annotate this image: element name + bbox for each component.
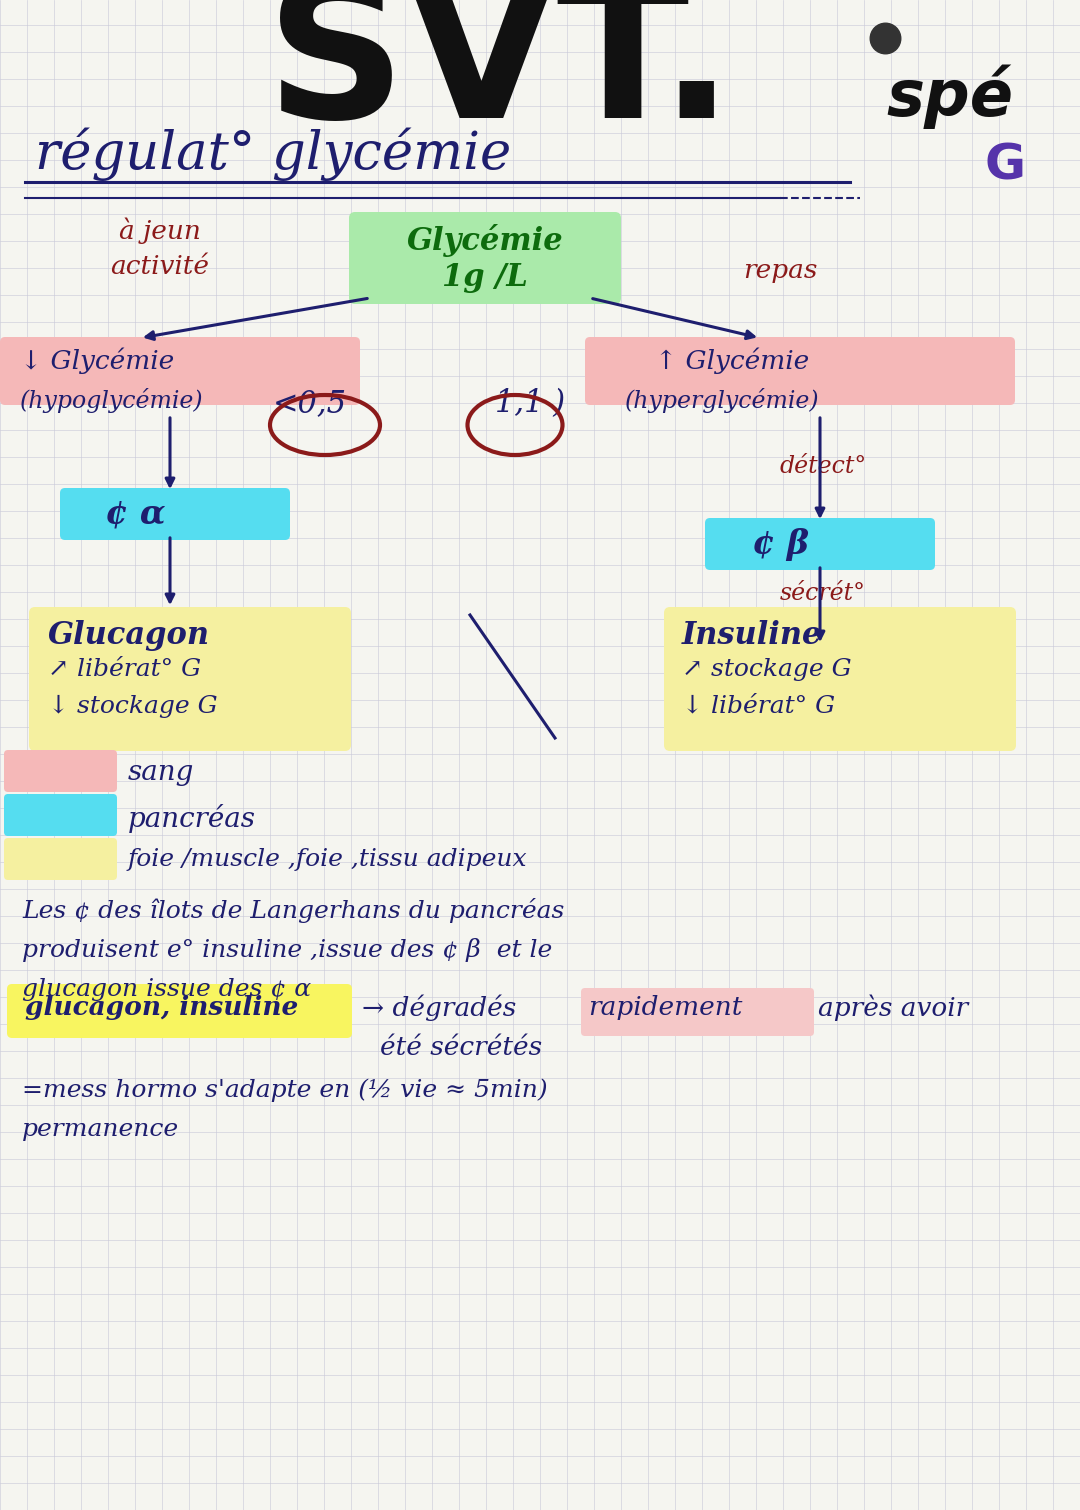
Text: G: G — [985, 142, 1026, 190]
Text: ¢ β: ¢ β — [752, 528, 809, 562]
Text: Glycémie: Glycémie — [407, 223, 564, 257]
Text: sang: sang — [129, 760, 194, 787]
FancyBboxPatch shape — [585, 337, 1015, 405]
Text: pancréas: pancréas — [129, 803, 256, 834]
Text: à jeun: à jeun — [119, 217, 201, 245]
Text: après avoir: après avoir — [818, 995, 969, 1021]
Text: SVT.: SVT. — [266, 0, 734, 159]
Text: permanence: permanence — [22, 1117, 179, 1142]
Text: Insuline: Insuline — [681, 621, 822, 651]
Text: été sécrétés: été sécrétés — [380, 1034, 542, 1060]
Text: Les ¢ des îlots de Langerhans du pancréas: Les ¢ des îlots de Langerhans du pancréa… — [22, 898, 565, 923]
Text: (hypoglycémie): (hypoglycémie) — [21, 388, 204, 414]
FancyBboxPatch shape — [6, 985, 352, 1037]
Text: ↑ Glycémie: ↑ Glycémie — [654, 347, 809, 374]
Text: =mess hormo s'adapte en (½ vie ≈ 5min): =mess hormo s'adapte en (½ vie ≈ 5min) — [22, 1078, 548, 1101]
Text: <0,5: <0,5 — [273, 388, 347, 418]
FancyBboxPatch shape — [29, 607, 351, 750]
Text: ↓ stockage G: ↓ stockage G — [48, 695, 218, 719]
Text: ↓ Glycémie: ↓ Glycémie — [21, 347, 174, 374]
FancyBboxPatch shape — [4, 838, 117, 880]
Text: glucagon, insuline: glucagon, insuline — [25, 995, 298, 1019]
FancyBboxPatch shape — [0, 337, 360, 405]
Text: Glucagon: Glucagon — [48, 621, 210, 651]
Text: repas: repas — [743, 258, 818, 282]
Text: 1g /L: 1g /L — [442, 263, 528, 293]
Text: produisent e° insuline ,issue des ¢ β  et le: produisent e° insuline ,issue des ¢ β et… — [22, 938, 552, 962]
Text: détect°: détect° — [780, 455, 867, 479]
Text: activité: activité — [110, 254, 210, 279]
Text: ↗ stockage G: ↗ stockage G — [681, 658, 852, 681]
Text: (hyperglycémie): (hyperglycémie) — [625, 388, 820, 414]
Text: foie /muscle ,foie ,tissu adipeux: foie /muscle ,foie ,tissu adipeux — [129, 849, 528, 871]
Text: 1,1 ): 1,1 ) — [495, 388, 565, 418]
FancyBboxPatch shape — [664, 607, 1016, 750]
Text: glucagon issue des ¢ α: glucagon issue des ¢ α — [22, 978, 311, 1001]
FancyBboxPatch shape — [349, 211, 621, 304]
FancyBboxPatch shape — [4, 750, 117, 793]
Text: ¢ α: ¢ α — [105, 498, 165, 532]
Text: régulat° glycémie: régulat° glycémie — [35, 128, 511, 181]
FancyBboxPatch shape — [4, 794, 117, 837]
Text: spé: spé — [887, 65, 1013, 130]
FancyBboxPatch shape — [705, 518, 935, 569]
FancyBboxPatch shape — [581, 988, 814, 1036]
Text: ↓ libérat° G: ↓ libérat° G — [681, 695, 835, 717]
Text: rapidement: rapidement — [588, 995, 742, 1019]
FancyBboxPatch shape — [60, 488, 291, 541]
Text: → dégradés: → dégradés — [362, 995, 525, 1021]
Text: sécrét°: sécrét° — [780, 581, 866, 606]
Text: ↗ libérat° G: ↗ libérat° G — [48, 658, 201, 681]
